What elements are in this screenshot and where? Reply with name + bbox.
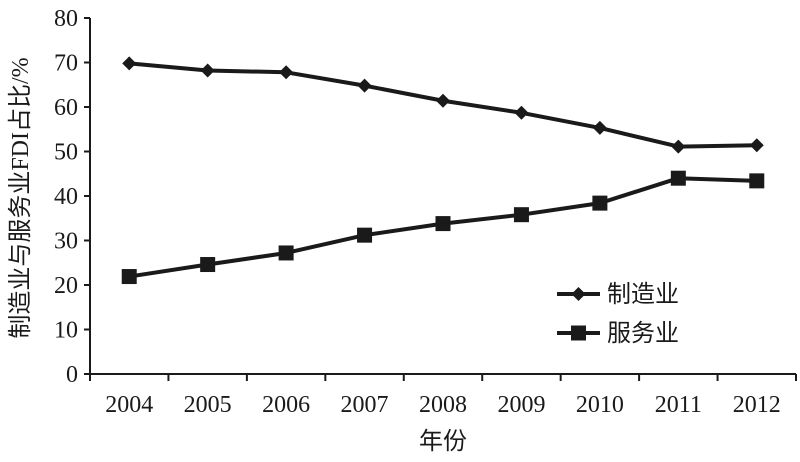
- y-tick-label: 70: [54, 51, 78, 77]
- data-point-manufacturing: [671, 139, 686, 154]
- data-point-manufacturing: [200, 63, 215, 78]
- data-point-services: [357, 227, 373, 243]
- data-point-services: [200, 257, 216, 273]
- data-point-manufacturing: [357, 78, 372, 93]
- data-point-manufacturing: [749, 138, 764, 153]
- x-axis-title: 年份: [419, 428, 467, 455]
- data-point-manufacturing: [122, 56, 137, 71]
- x-tick-label: 2012: [733, 392, 781, 418]
- data-point-manufacturing: [279, 65, 294, 80]
- data-point-services: [278, 245, 294, 261]
- legend-label-manufacturing: 制造业: [607, 281, 679, 308]
- legend-marker-manufacturing: [571, 287, 586, 301]
- data-point-services: [513, 207, 529, 223]
- data-point-manufacturing: [436, 93, 450, 108]
- y-tick-label: 50: [54, 140, 78, 166]
- x-tick-label: 2008: [419, 392, 467, 418]
- x-axis-ticks: 2004 2005 2006 2007 2008 2009 2010 2011 2012: [89, 374, 797, 418]
- legend-marker-services: [571, 325, 586, 341]
- y-tick-label: 40: [54, 184, 78, 210]
- x-tick-label: 2007: [341, 392, 389, 418]
- x-tick-label: 2011: [655, 392, 702, 418]
- y-axis-title: 制造业与服务业FDI占比/%: [7, 57, 34, 338]
- data-point-services: [435, 216, 451, 232]
- y-tick-label: 0: [66, 362, 78, 388]
- y-tick-label: 20: [54, 273, 78, 299]
- series-group: [121, 56, 765, 285]
- data-point-manufacturing: [514, 105, 529, 120]
- series-services: [121, 170, 765, 285]
- data-point-services: [121, 269, 137, 285]
- series-manufacturing: [122, 56, 764, 154]
- y-tick-label: 10: [54, 318, 78, 344]
- x-tick-label: 2010: [576, 392, 624, 418]
- data-point-services: [749, 173, 765, 189]
- data-point-services: [670, 170, 686, 186]
- data-point-services: [592, 195, 608, 211]
- x-tick-label: 2004: [105, 392, 153, 418]
- y-tick-label: 80: [54, 6, 78, 32]
- y-tick-label: 30: [54, 229, 78, 255]
- y-tick-label: 60: [54, 95, 78, 121]
- x-tick-label: 2009: [497, 392, 545, 418]
- x-tick-label: 2005: [184, 392, 232, 418]
- x-tick-label: 2006: [262, 392, 310, 418]
- legend-label-services: 服务业: [607, 320, 679, 347]
- y-axis-ticks: 0 10 20 30 40 50 60 70 80: [54, 6, 90, 388]
- data-point-manufacturing: [592, 120, 607, 135]
